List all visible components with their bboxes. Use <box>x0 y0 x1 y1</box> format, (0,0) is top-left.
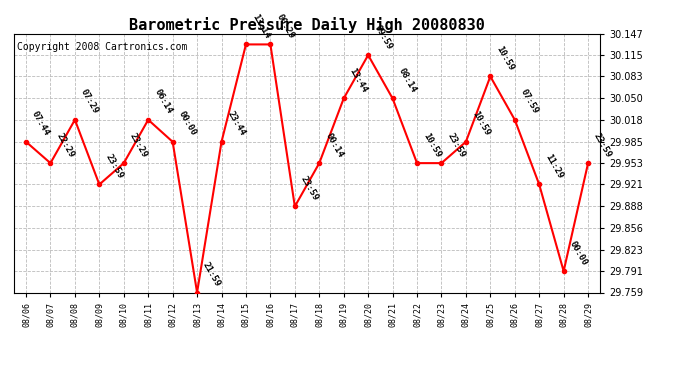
Title: Barometric Pressure Daily High 20080830: Barometric Pressure Daily High 20080830 <box>129 16 485 33</box>
Text: 00:00: 00:00 <box>177 110 198 138</box>
Text: 23:44: 23:44 <box>226 110 247 138</box>
Text: 09:59: 09:59 <box>373 23 393 51</box>
Text: 21:59: 21:59 <box>201 261 222 288</box>
Text: 13:14: 13:14 <box>250 12 271 40</box>
Text: 22:29: 22:29 <box>55 131 76 159</box>
Text: 00:29: 00:29 <box>275 12 296 40</box>
Text: Copyright 2008 Cartronics.com: Copyright 2008 Cartronics.com <box>17 42 187 51</box>
Text: 10:59: 10:59 <box>421 131 442 159</box>
Text: 23:59: 23:59 <box>299 174 320 202</box>
Text: 23:59: 23:59 <box>446 131 467 159</box>
Text: 00:00: 00:00 <box>568 239 589 267</box>
Text: 23:59: 23:59 <box>104 153 125 180</box>
Text: 08:14: 08:14 <box>397 66 418 94</box>
Text: 10:59: 10:59 <box>470 110 491 138</box>
Text: 13:44: 13:44 <box>348 66 369 94</box>
Text: 11:29: 11:29 <box>543 153 564 180</box>
Text: 07:29: 07:29 <box>79 88 100 116</box>
Text: 00:14: 00:14 <box>324 131 345 159</box>
Text: 10:59: 10:59 <box>495 45 515 72</box>
Text: 23:59: 23:59 <box>592 131 613 159</box>
Text: 07:59: 07:59 <box>519 88 540 116</box>
Text: 07:44: 07:44 <box>30 110 52 138</box>
Text: 23:29: 23:29 <box>128 131 149 159</box>
Text: 06:14: 06:14 <box>152 88 174 116</box>
